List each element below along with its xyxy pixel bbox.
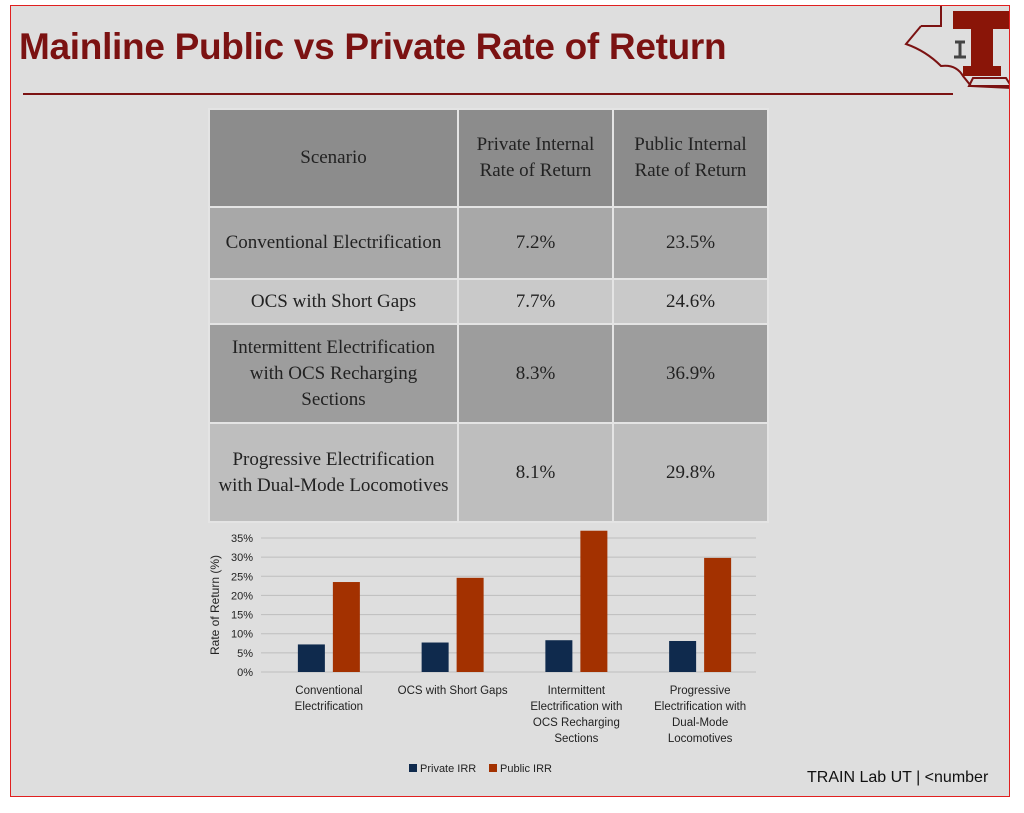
table-header-row: Scenario Private Internal Rate of Return… bbox=[208, 108, 769, 208]
cell-scenario: Conventional Electrification bbox=[208, 206, 459, 280]
bar-public bbox=[332, 582, 360, 672]
slide-footer: TRAIN Lab UT | <number bbox=[807, 769, 989, 786]
cell-scenario: Progressive Electrification with Dual-Mo… bbox=[208, 422, 459, 523]
legend-label: Public IRR bbox=[500, 763, 552, 775]
header-private-irr: Private Internal Rate of Return bbox=[457, 108, 614, 208]
table-row: Progressive Electrification with Dual-Mo… bbox=[208, 422, 769, 523]
cell-private: 8.3% bbox=[457, 323, 614, 424]
bar-public bbox=[456, 577, 484, 672]
bar-private bbox=[421, 642, 449, 672]
bar-private bbox=[297, 644, 325, 672]
cell-public: 23.5% bbox=[612, 206, 769, 280]
bar-public bbox=[704, 557, 732, 672]
x-tick-label: Dual-Mode bbox=[672, 717, 728, 729]
cell-private: 8.1% bbox=[457, 422, 614, 523]
x-tick-label: Electrification with bbox=[654, 701, 746, 713]
y-tick-label: 15% bbox=[231, 610, 253, 622]
train-lab-logo bbox=[904, 6, 1009, 89]
cell-public: 36.9% bbox=[612, 323, 769, 424]
cell-private: 7.7% bbox=[457, 278, 614, 325]
bar-private bbox=[669, 640, 697, 672]
header-public-irr: Public Internal Rate of Return bbox=[612, 108, 769, 208]
bar-private bbox=[545, 640, 573, 672]
y-tick-label: 30% bbox=[231, 552, 253, 564]
x-tick-label: Electrification bbox=[295, 701, 363, 713]
irr-bar-chart: 0% 5% 10% 15% 20% 25% 30% 35% Rate of Return (%)… bbox=[208, 530, 756, 775]
cell-public: 29.8% bbox=[612, 422, 769, 523]
cell-scenario: Intermittent Electrification with OCS Re… bbox=[208, 323, 459, 424]
x-tick-label: Conventional bbox=[295, 685, 362, 697]
x-tick-label: Intermittent bbox=[548, 685, 606, 697]
x-tick-label: OCS with Short Gaps bbox=[398, 685, 508, 697]
cell-scenario: OCS with Short Gaps bbox=[208, 278, 459, 325]
cell-private: 7.2% bbox=[457, 206, 614, 280]
x-tick-label: Locomotives bbox=[668, 733, 733, 745]
table-row: Conventional Electrification 7.2% 23.5% bbox=[208, 206, 769, 280]
legend-label: Private IRR bbox=[420, 763, 476, 775]
y-tick-label: 25% bbox=[231, 571, 253, 583]
bar-public bbox=[580, 530, 608, 672]
y-tick-label: 35% bbox=[231, 533, 253, 545]
y-axis-label: Rate of Return (%) bbox=[208, 555, 222, 655]
header-scenario: Scenario bbox=[208, 108, 459, 208]
legend-swatch-private bbox=[409, 764, 417, 772]
y-tick-label: 5% bbox=[237, 648, 253, 660]
y-tick-label: 10% bbox=[231, 629, 253, 641]
x-tick-label: Progressive bbox=[670, 685, 731, 697]
x-tick-label: Sections bbox=[554, 733, 598, 745]
irr-table: Scenario Private Internal Rate of Return… bbox=[208, 108, 769, 523]
table-row: OCS with Short Gaps 7.7% 24.6% bbox=[208, 278, 769, 325]
x-tick-label: Electrification with bbox=[530, 701, 622, 713]
y-tick-label: 0% bbox=[237, 667, 253, 679]
x-tick-label: OCS Recharging bbox=[533, 717, 620, 729]
cell-public: 24.6% bbox=[612, 278, 769, 325]
title-divider bbox=[23, 93, 953, 95]
slide-title: Mainline Public vs Private Rate of Retur… bbox=[19, 26, 727, 67]
table-row: Intermittent Electrification with OCS Re… bbox=[208, 323, 769, 424]
slide: Mainline Public vs Private Rate of Retur… bbox=[10, 5, 1010, 797]
legend-swatch-public bbox=[489, 764, 497, 772]
y-tick-label: 20% bbox=[231, 590, 253, 602]
